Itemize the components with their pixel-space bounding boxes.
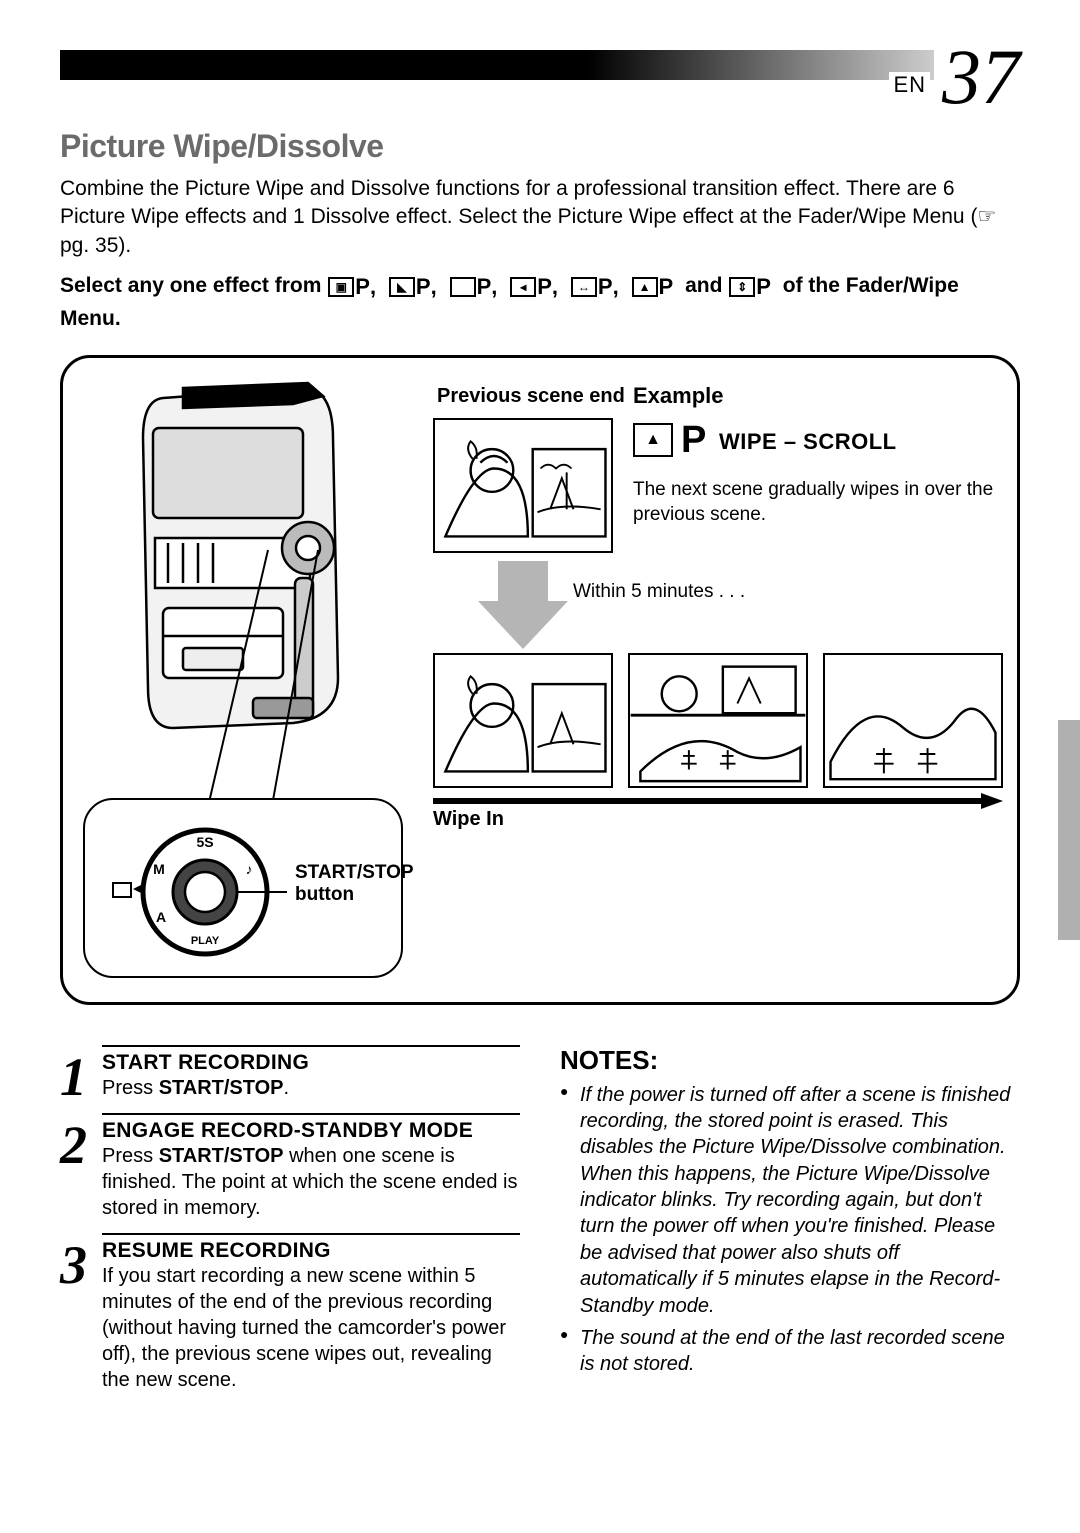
svg-text:PLAY: PLAY [191,935,220,947]
previous-scene-label: Previous scene end [437,385,625,408]
select-effect-line: Select any one effect from ▣P ◣P P ◂P ↔P… [60,270,1020,335]
effect-icon-3 [450,277,476,297]
callout-label: START/STOP button [295,862,414,908]
svg-text:♪: ♪ [246,861,253,877]
wipe-p-icon: P [681,419,706,462]
notes-column: NOTES: If the power is turned off after … [560,1045,1020,1405]
callout-line2: button [295,884,354,905]
thumb-frame-1 [433,653,613,788]
scene-diagram: Previous scene end Example P WIPE – SCRO… [433,383,997,963]
step-1-pre: Press [102,1077,159,1099]
effect-icon-7: ⇕ [729,277,755,297]
callout-line1: START/STOP [295,862,414,883]
page: EN 37 Picture Wipe/Dissolve Combine the … [0,0,1080,1465]
step-3: 3 RESUME RECORDING If you start recordin… [60,1233,520,1393]
callout-box: 5S ♪ M A PLAY START/STOP button [83,798,403,978]
content-columns: 1 START RECORDING Press START/STOP. 2 EN… [60,1045,1020,1405]
steps-column: 1 START RECORDING Press START/STOP. 2 EN… [60,1045,520,1405]
effect-icon-1: ▣ [328,277,354,297]
page-number: 37 [934,32,1020,122]
step-3-text: If you start recording a new scene withi… [102,1263,520,1393]
thumb-frame-3 [823,653,1003,788]
header: EN 37 [60,50,1020,110]
wipe-description: The next scene gradually wipes in over t… [633,477,997,528]
wipe-in-label: Wipe In [433,808,504,831]
within-label: Within 5 minutes . . . [573,581,745,603]
select-pre: Select any one effect from [60,274,327,297]
thumb-previous [433,418,613,553]
notes-title: NOTES: [560,1045,1020,1076]
step-2-bold: START/STOP [159,1145,284,1167]
select-and: and [685,274,728,297]
note-item: The sound at the end of the last recorde… [560,1325,1020,1378]
step-2-pre: Press [102,1145,159,1167]
effect-icon-4: ◂ [510,277,536,297]
effect-icon-6: ▲ [632,277,658,297]
wipe-scroll-icon [633,423,673,457]
step-2-title: ENGAGE RECORD-STANDBY MODE [102,1119,520,1143]
step-1-title: START RECORDING [102,1051,520,1075]
wipe-title: WIPE – SCROLL [719,429,897,455]
svg-text:5S: 5S [196,834,213,850]
page-lang: EN [889,72,930,98]
step-3-body: If you start recording a new scene withi… [102,1265,506,1391]
note-item: If the power is turned off after a scene… [560,1082,1020,1320]
step-1: 1 START RECORDING Press START/STOP. [60,1045,520,1101]
down-arrow-icon [478,561,568,651]
step-2-text: Press START/STOP when one scene is finis… [102,1143,520,1221]
step-number: 3 [60,1233,102,1393]
diagram-frame: 5S ♪ M A PLAY START/STOP button Previous… [60,355,1020,1005]
section-title: Picture Wipe/Dissolve [60,128,1020,165]
intro-text: Combine the Picture Wipe and Dissolve fu… [60,175,1020,260]
step-3-title: RESUME RECORDING [102,1239,520,1263]
header-gradient-bar [60,50,1020,80]
svg-text:A: A [156,909,166,925]
wipe-direction-arrow [433,793,1003,809]
step-2: 2 ENGAGE RECORD-STANDBY MODE Press START… [60,1113,520,1221]
thumb-frame-2 [628,653,808,788]
effect-icon-2: ◣ [389,277,415,297]
example-label: Example [633,383,724,409]
step-1-post: . [284,1077,290,1099]
effect-icon-5: ↔ [571,277,597,297]
notes-list: If the power is turned off after a scene… [560,1082,1020,1378]
step-1-text: Press START/STOP. [102,1075,520,1101]
step-number: 2 [60,1113,102,1221]
svg-text:M: M [153,861,165,877]
step-number: 1 [60,1045,102,1101]
step-1-bold: START/STOP [159,1077,284,1099]
